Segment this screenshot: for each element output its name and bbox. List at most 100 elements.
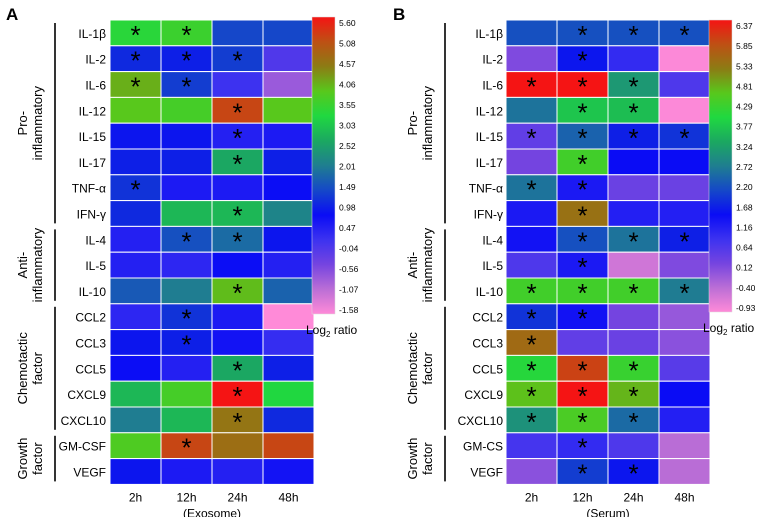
heatmap-cell [556, 225, 609, 253]
significance-asterisk: * [181, 72, 191, 102]
heatmap-cell [607, 251, 660, 279]
colorbar-tick-label: 6.37 [736, 21, 753, 31]
x-axis-label: (Serum) [586, 506, 629, 517]
row-label: CCL5 [75, 362, 106, 376]
column-label: 24h [623, 490, 643, 504]
heatmap-cell [211, 200, 264, 227]
heatmap-cell [160, 406, 213, 434]
significance-asterisk: * [181, 330, 191, 360]
significance-asterisk: * [577, 149, 587, 179]
group-label: Pro- [405, 111, 420, 136]
significance-asterisk: * [577, 304, 587, 334]
row-label: IL-5 [85, 259, 106, 273]
heatmap-cell [262, 432, 315, 460]
heatmap-cell [505, 19, 558, 47]
heatmap-cell [262, 303, 315, 331]
group-label: factor [420, 351, 435, 384]
row-label: GM-CSF [59, 440, 106, 454]
row-label: IFN-γ [77, 208, 106, 222]
significance-asterisk: * [232, 201, 242, 231]
significance-asterisk: * [577, 381, 587, 411]
heatmap-cell [658, 96, 711, 124]
colorbar-tick-label: 5.08 [339, 39, 356, 49]
heatmap-cell [607, 174, 660, 202]
heatmap-cell [658, 71, 711, 98]
heatmap-cell [211, 174, 264, 202]
column-label: 48h [674, 490, 694, 504]
row-label: VEGF [470, 466, 503, 480]
heatmap-cell [505, 303, 558, 331]
panel-b-label: B [393, 5, 405, 24]
row-label: VEGF [73, 466, 106, 480]
group-label: inflammatory [30, 86, 45, 161]
significance-asterisk: * [577, 175, 587, 205]
significance-asterisk: * [628, 355, 638, 385]
row-label: IL-17 [476, 156, 504, 170]
heatmap-cell [109, 354, 162, 382]
colorbar-tick-label: 5.33 [736, 61, 753, 71]
heatmap-cell [607, 432, 660, 460]
colorbar-tick-label: 2.52 [339, 141, 356, 151]
heatmap-cell [109, 458, 162, 485]
significance-asterisk: * [232, 381, 242, 411]
colorbar-tick-label: 5.85 [736, 41, 753, 51]
heatmap-cell [505, 354, 558, 382]
x-axis-label: (Exosome) [183, 506, 241, 517]
column-label: 2h [129, 490, 142, 504]
colorbar-title: Log2 ratio [703, 321, 754, 337]
group-label: factor [420, 442, 435, 475]
heatmap-cell [109, 277, 162, 305]
significance-asterisk: * [577, 123, 587, 153]
row-label: CXCL9 [464, 388, 503, 402]
heatmap-cell [109, 432, 162, 460]
heatmap-cell [211, 432, 264, 460]
heatmap-cell [658, 225, 711, 253]
significance-asterisk: * [577, 97, 587, 127]
heatmap-cell [607, 200, 660, 227]
heatmap-cell [262, 329, 315, 356]
heatmap-cell [262, 225, 315, 253]
significance-asterisk: * [628, 459, 638, 489]
column-label: 12h [176, 490, 196, 504]
heatmap-cell [262, 122, 315, 150]
row-label: CXCL10 [458, 414, 504, 428]
row-label: CCL3 [75, 337, 106, 351]
significance-asterisk: * [526, 381, 536, 411]
colorbar-title: Log2 ratio [306, 323, 357, 339]
row-label: TNF-α [72, 182, 106, 196]
group-label: factor [30, 442, 45, 475]
colorbar-tick-label: 5.60 [339, 18, 356, 28]
heatmap-cell [160, 200, 213, 227]
heatmap-cell [505, 329, 558, 356]
significance-asterisk: * [526, 72, 536, 102]
heatmap-cell [109, 148, 162, 176]
heatmap-cell [658, 174, 711, 202]
heatmap-cell [607, 303, 660, 331]
heatmap-cell [505, 200, 558, 227]
heatmap-cell [109, 251, 162, 279]
panel-a-label: A [6, 5, 18, 24]
heatmap-cell [160, 380, 213, 408]
significance-asterisk: * [181, 433, 191, 463]
significance-asterisk: * [577, 20, 587, 50]
colorbar-tick-label: 0.98 [339, 203, 356, 213]
row-label: CCL3 [472, 337, 503, 351]
significance-asterisk: * [130, 20, 140, 50]
heatmap-cell [262, 19, 315, 47]
row-label: IL-15 [476, 130, 504, 144]
heatmap-cell [109, 96, 162, 124]
significance-asterisk: * [577, 278, 587, 308]
heatmap-cell [262, 200, 315, 227]
row-label: IL-17 [79, 156, 107, 170]
heatmap-cell [109, 329, 162, 356]
significance-asterisk: * [679, 20, 689, 50]
row-label: IL-4 [482, 233, 503, 247]
row-label: CCL2 [75, 311, 106, 325]
heatmap-cell [658, 148, 711, 176]
row-label: CXCL10 [61, 414, 107, 428]
colorbar-tick-label: -1.58 [339, 305, 359, 315]
significance-asterisk: * [628, 381, 638, 411]
heatmap-cell [607, 277, 660, 305]
significance-asterisk: * [628, 72, 638, 102]
significance-asterisk: * [628, 123, 638, 153]
